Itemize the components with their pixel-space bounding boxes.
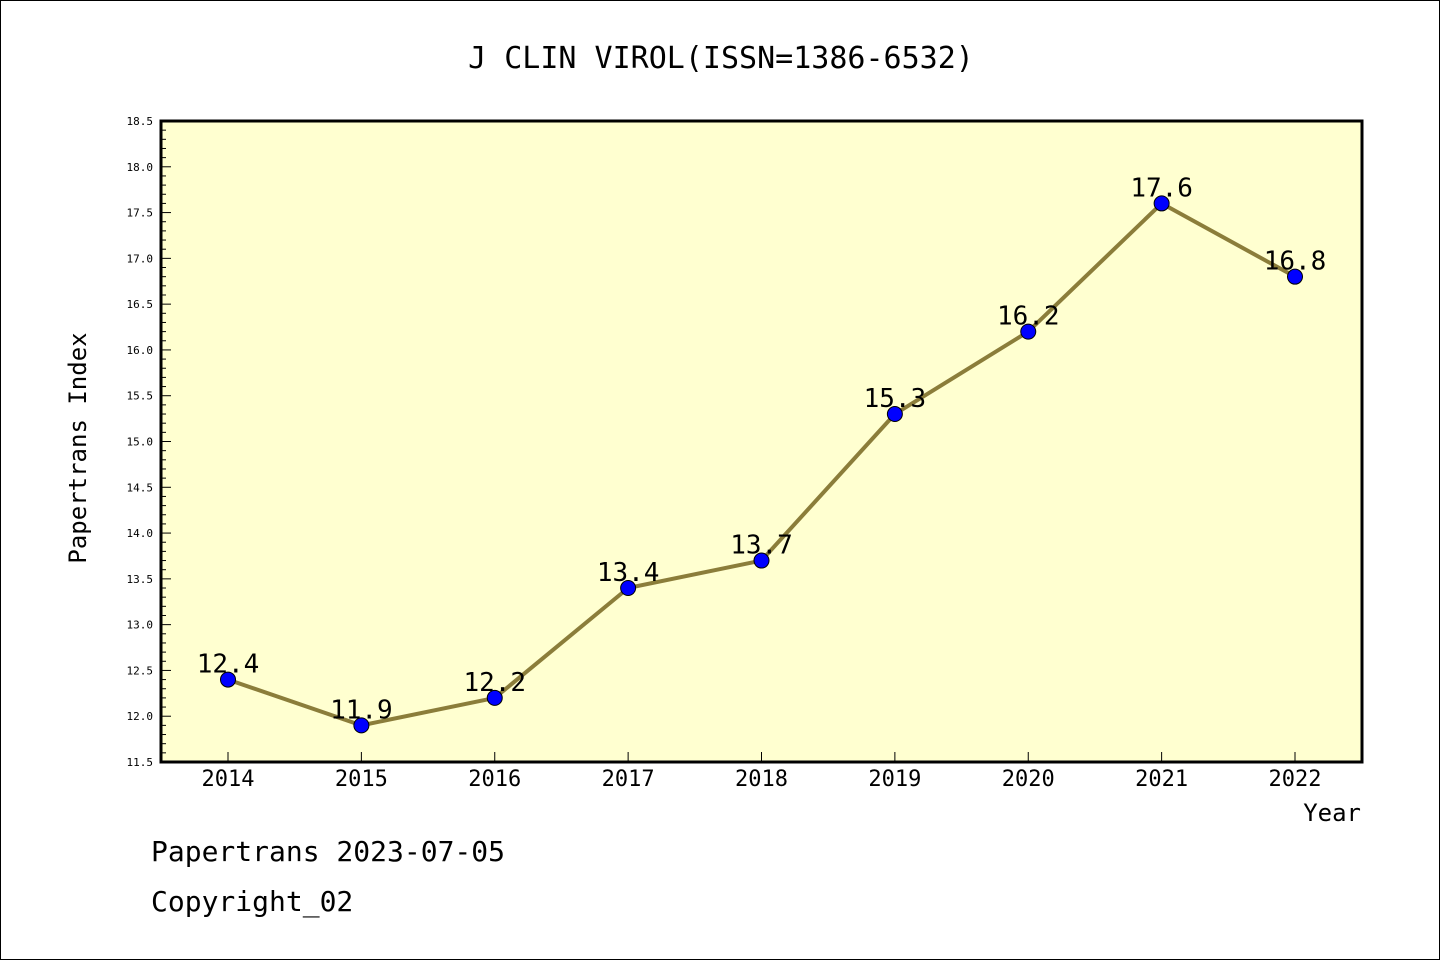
data-label: 15.3 xyxy=(864,384,927,414)
x-tick-label: 2017 xyxy=(602,767,655,792)
data-markers xyxy=(220,195,1303,734)
data-point xyxy=(1153,195,1170,212)
y-axis-label: Papertrans Index xyxy=(64,332,92,563)
y-tick-label: 16.0 xyxy=(127,344,154,357)
data-label: 13.4 xyxy=(597,558,660,588)
data-point xyxy=(1287,268,1303,285)
x-axis: 2014 2015 2016 2017 2018 2019 2020 2021 2022 xyxy=(202,752,1322,792)
data-label: 13.7 xyxy=(730,531,793,561)
plot-area xyxy=(159,119,1364,764)
y-tick-label: 12.0 xyxy=(127,710,154,723)
y-tick-label: 13.0 xyxy=(127,619,154,632)
x-tick-label: 2016 xyxy=(468,767,521,792)
y-tick-label: 17.5 xyxy=(127,207,154,220)
data-point xyxy=(620,580,637,597)
data-label: 12.2 xyxy=(463,668,526,698)
data-label: 11.9 xyxy=(330,695,393,725)
y-tick-label: 18.5 xyxy=(127,115,154,128)
footer-date-line: Papertrans 2023-07-05 xyxy=(151,835,506,868)
y-tick-label: 18.0 xyxy=(127,161,154,174)
x-tick-label: 2020 xyxy=(1002,767,1055,792)
data-label: 16.2 xyxy=(997,302,1060,332)
y-tick-label: 11.5 xyxy=(127,756,154,769)
y-tick-label: 16.5 xyxy=(127,298,154,311)
data-label: 12.4 xyxy=(197,650,260,680)
x-tick-label: 2015 xyxy=(335,767,388,792)
data-point xyxy=(486,689,503,706)
data-point xyxy=(1020,323,1037,340)
y-tick-label: 13.5 xyxy=(127,573,154,586)
data-labels: 12.4 11.9 12.2 13.4 13.7 15.3 16.2 17.6 16.8 xyxy=(197,173,1327,725)
x-tick-label: 2019 xyxy=(868,767,921,792)
y-tick-label: 12.5 xyxy=(127,664,154,677)
data-point xyxy=(753,552,770,569)
y-tick-label: 14.5 xyxy=(127,481,154,494)
data-label: 17.6 xyxy=(1130,173,1193,203)
data-point xyxy=(353,717,370,734)
y-tick-label: 14.0 xyxy=(127,527,154,540)
y-axis: 11.5 12.0 12.5 13.0 13.5 14.0 14.5 15.0 15.5 16.0… xyxy=(127,115,171,769)
x-tick-label: 2021 xyxy=(1135,767,1188,792)
x-tick-label: 2018 xyxy=(735,767,788,792)
footer-copyright-line: Copyright_02 xyxy=(151,885,354,918)
x-tick-label: 2014 xyxy=(202,767,255,792)
data-label: 16.8 xyxy=(1264,247,1327,277)
x-axis-label: Year xyxy=(1303,799,1361,827)
chart-title: J CLIN VIROL(ISSN=1386-6532) xyxy=(468,41,974,76)
y-tick-label: 15.5 xyxy=(127,390,154,403)
x-tick-label: 2022 xyxy=(1269,767,1322,792)
y-tick-label: 15.0 xyxy=(127,436,154,449)
data-point xyxy=(886,406,903,423)
data-point xyxy=(220,671,236,688)
y-tick-label: 17.0 xyxy=(127,252,154,265)
